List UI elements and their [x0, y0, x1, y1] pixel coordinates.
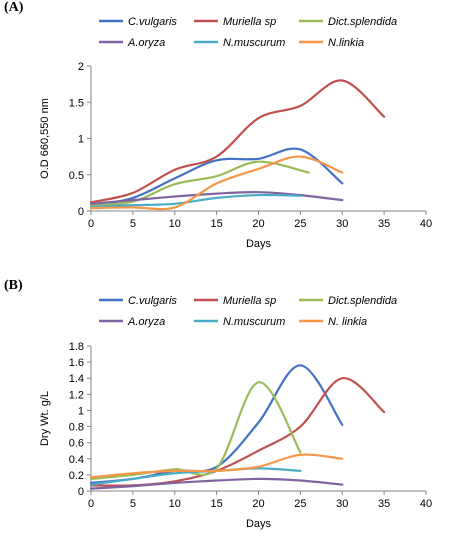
panel-label: (B) — [4, 278, 23, 293]
y-tick-label: 0.8 — [69, 422, 84, 434]
legend-label: C.vulgaris — [128, 16, 177, 28]
x-tick-label: 40 — [420, 218, 432, 230]
legend-label: Dict.splendida — [328, 295, 397, 307]
x-axis-title: Days — [246, 238, 272, 250]
y-tick-label: 1 — [78, 134, 84, 146]
x-tick-label: 5 — [130, 218, 136, 230]
y-tick-label: 1.6 — [69, 357, 84, 369]
legend-label: A.oryza — [127, 316, 165, 328]
y-tick-label: 1.4 — [69, 373, 84, 385]
chart-b-svg: 0 5 10 15 20 25 30 35 40 0 0.2 0.4 0.6 0.8 1 1.2 1.4 1.6 1… — [39, 295, 432, 530]
x-tick-label: 20 — [252, 498, 264, 510]
legend-label: Muriella sp — [223, 295, 276, 307]
series-line-2 — [89, 160, 310, 207]
y-tick-label: 0.4 — [69, 454, 84, 466]
chart-panel-a: (A) 0 5 10 15 20 25 30 35 40 0 0.5 1 1.5 2 Days O.D 660… — [0, 0, 474, 268]
panel-label: (A) — [4, 0, 24, 15]
y-tick-label: 0.6 — [69, 438, 84, 450]
y-tick-label: 0 — [78, 206, 84, 218]
y-tick-label: 1.8 — [69, 341, 84, 353]
legend-label: N. linkia — [328, 316, 367, 328]
y-axis-title: Dry Wt. g/L — [39, 391, 51, 446]
x-tick-label: 30 — [336, 498, 348, 510]
y-tick-label: 1.2 — [69, 389, 84, 401]
series-line-0 — [89, 364, 344, 484]
series-line-1 — [89, 79, 386, 204]
x-tick-label: 30 — [336, 218, 348, 230]
x-tick-label: 15 — [211, 218, 223, 230]
x-tick-label: 15 — [211, 498, 223, 510]
legend-label: N.linkia — [328, 37, 364, 49]
legend-label: N.muscurum — [223, 316, 285, 328]
x-tick-label: 25 — [294, 498, 306, 510]
y-axis-title: O.D 660,550 nm — [39, 98, 51, 179]
legend-label: Muriella sp — [223, 16, 276, 28]
x-tick-label: 10 — [169, 218, 181, 230]
series-line-0 — [89, 147, 344, 207]
legend-label: Dict.splendida — [328, 16, 397, 28]
legend-label: N.muscurum — [223, 37, 285, 49]
y-tick-label: 1 — [78, 405, 84, 417]
series-line-4 — [89, 193, 302, 208]
legend-label: A.oryza — [127, 37, 165, 49]
x-tick-label: 10 — [169, 498, 181, 510]
series-line-5 — [89, 453, 344, 479]
y-tick-label: 0.2 — [69, 470, 84, 482]
legend-label: C.vulgaris — [128, 295, 177, 307]
chart-panel-b: (B) 0 5 10 15 20 25 30 35 40 0 0.2 0.4 0.6 0.8 1 1.2 1.4… — [0, 272, 474, 550]
x-tick-label: 40 — [420, 498, 432, 510]
x-tick-label: 20 — [252, 218, 264, 230]
x-tick-label: 25 — [294, 218, 306, 230]
x-tick-label: 35 — [378, 498, 390, 510]
x-tick-label: 0 — [88, 498, 94, 510]
y-tick-label: 0 — [78, 486, 84, 498]
y-tick-label: 1.5 — [69, 97, 84, 109]
y-tick-label: 2 — [78, 61, 84, 73]
series-line-2 — [89, 381, 302, 480]
x-tick-label: 35 — [378, 218, 390, 230]
x-tick-label: 5 — [130, 498, 136, 510]
y-tick-label: 0.5 — [69, 170, 84, 182]
series-line-3 — [89, 477, 344, 490]
series-line-5 — [89, 155, 344, 211]
chart-a-svg: 0 5 10 15 20 25 30 35 40 0 0.5 1 1.5 2 Days O.D 660,550… — [39, 16, 432, 250]
x-axis-title: Days — [246, 518, 272, 530]
x-tick-label: 0 — [88, 218, 94, 230]
